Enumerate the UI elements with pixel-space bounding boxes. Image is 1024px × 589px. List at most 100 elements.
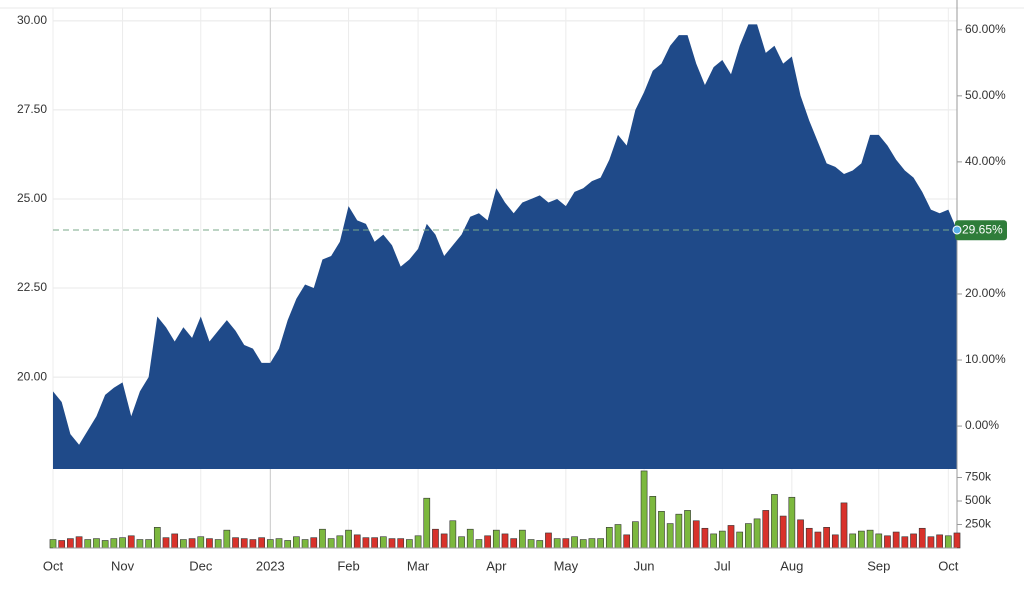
y2-tick-label: 20.00% <box>965 286 1006 300</box>
volume-bar <box>936 534 943 549</box>
volume-bar <box>866 529 874 549</box>
volume-bar <box>953 532 961 549</box>
volume-bar <box>892 531 900 549</box>
x-tick-label: Oct <box>938 558 959 573</box>
volume-bar <box>249 539 257 549</box>
volume-bar <box>666 523 674 549</box>
volume-bar <box>197 536 205 549</box>
volume-tick-label: 750k <box>965 470 992 484</box>
volume-bar <box>275 538 283 549</box>
volume-bar <box>293 536 300 549</box>
volume-bar <box>710 533 717 549</box>
volume-bar <box>944 535 952 549</box>
volume-bar <box>153 527 161 549</box>
volume-bar <box>492 529 500 549</box>
y-tick-label: 27.50 <box>17 102 47 116</box>
volume-bar <box>162 537 170 549</box>
volume-bar <box>501 533 509 549</box>
volume-bar <box>484 535 491 549</box>
y-tick-label: 25.00 <box>17 191 47 205</box>
x-tick-label: Nov <box>111 558 135 573</box>
volume-bar <box>701 527 709 549</box>
volume-bar <box>406 539 413 549</box>
x-tick-label: Jun <box>634 558 655 573</box>
volume-bar <box>232 537 239 549</box>
y-tick-label: 30.00 <box>17 13 47 27</box>
volume-bar <box>258 537 265 549</box>
volume-bar <box>562 538 570 549</box>
volume-bar <box>762 510 770 549</box>
volume-bar <box>214 539 222 549</box>
x-tick-label: 2023 <box>256 558 285 573</box>
y2-tick-label: 40.00% <box>965 154 1006 168</box>
volume-bar <box>527 539 535 549</box>
volume-bar <box>788 496 796 549</box>
x-tick-label: Apr <box>486 558 507 573</box>
volume-bar <box>101 540 109 549</box>
volume-bar <box>353 534 361 549</box>
volume-bar <box>388 538 396 549</box>
volume-bar <box>127 535 135 549</box>
volume-bar <box>692 520 700 549</box>
volume-bar <box>519 529 526 549</box>
volume-bar <box>319 528 326 549</box>
x-tick-label: Jul <box>714 558 731 573</box>
volume-bar <box>675 513 683 549</box>
volume-bar <box>336 535 344 549</box>
volume-bar <box>145 539 152 549</box>
volume-bar <box>310 537 318 549</box>
price-area <box>53 24 957 469</box>
volume-bar <box>75 536 83 549</box>
volume-bar <box>171 533 179 549</box>
volume-bar <box>571 536 578 549</box>
x-tick-label: Dec <box>189 558 213 573</box>
volume-bar <box>475 539 483 549</box>
volume-bar <box>614 524 622 549</box>
volume-bar <box>206 538 213 549</box>
y2-tick-label: 60.00% <box>965 22 1006 36</box>
volume-bar <box>266 539 274 549</box>
x-tick-label: Oct <box>43 558 64 573</box>
volume-bar <box>362 537 370 549</box>
volume-bar <box>805 527 813 549</box>
x-tick-label: Sep <box>867 558 890 573</box>
volume-bar <box>623 534 631 549</box>
volume-bar <box>605 527 613 549</box>
volume-bar <box>814 531 822 549</box>
volume-bar <box>458 536 465 549</box>
volume-bar <box>414 535 422 549</box>
volume-bar <box>536 540 544 549</box>
volume-bar <box>831 534 839 549</box>
volume-bar <box>823 527 830 549</box>
volume-bar <box>927 536 935 549</box>
volume-bar <box>753 518 761 549</box>
volume-bar <box>188 538 196 549</box>
volume-bar <box>910 533 917 549</box>
volume-bar <box>588 538 596 549</box>
volume-bar <box>345 529 352 549</box>
volume-bar <box>649 496 657 549</box>
y2-tick-label: 50.00% <box>965 88 1006 102</box>
x-tick-label: Aug <box>780 558 803 573</box>
volume-bar <box>858 530 865 549</box>
volume-bar <box>849 533 857 549</box>
volume-bar <box>901 536 909 549</box>
volume-bar <box>223 529 231 549</box>
last-point <box>952 225 962 235</box>
volume-bar <box>327 538 335 549</box>
y-tick-label: 20.00 <box>17 369 47 383</box>
volume-tick-label: 250k <box>965 517 992 531</box>
volume-bar <box>423 497 431 549</box>
volume-bar <box>84 539 92 549</box>
volume-bar <box>745 523 752 549</box>
volume-bar <box>579 539 587 549</box>
y-tick-label: 22.50 <box>17 280 47 294</box>
volume-bar <box>632 521 639 549</box>
y2-tick-label: 0.00% <box>965 418 999 432</box>
volume-bar <box>466 528 474 549</box>
volume-bar <box>718 530 726 549</box>
volume-bar <box>58 540 66 549</box>
volume-bar <box>840 502 848 549</box>
x-tick-label: May <box>554 558 579 573</box>
volume-bar <box>301 539 309 549</box>
